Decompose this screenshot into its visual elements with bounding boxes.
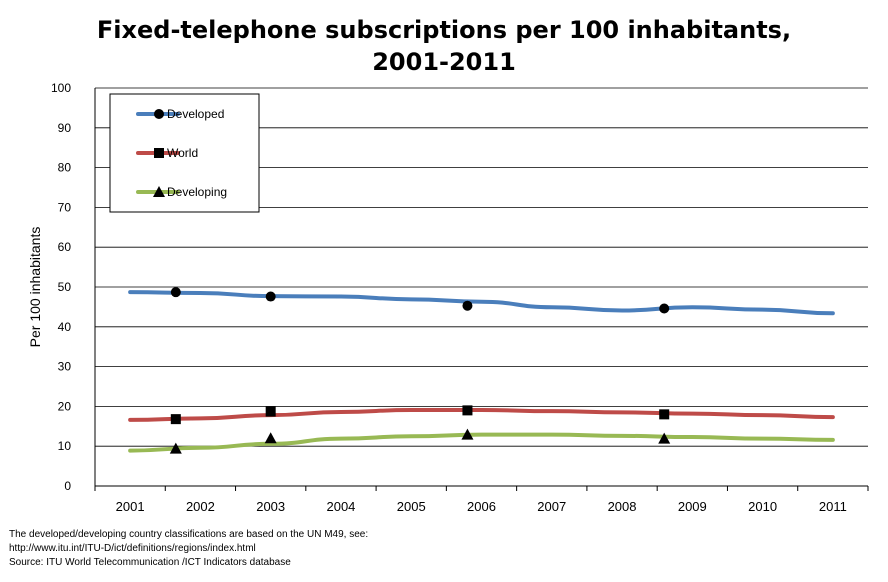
x-tick-label: 2002: [186, 499, 215, 514]
y-tick-label: 0: [64, 479, 71, 493]
y-tick-label: 90: [58, 121, 72, 135]
x-tick-label: 2007: [537, 499, 566, 514]
y-tick-label: 60: [58, 240, 72, 254]
y-axis-label: Per 100 inhabitants: [27, 227, 43, 348]
y-tick-label: 70: [58, 200, 72, 214]
x-tick-label: 2001: [116, 499, 145, 514]
legend-marker-developing: [153, 186, 165, 197]
source-note: Source: ITU World Telecommunication /ICT…: [9, 557, 291, 568]
x-tick-label: 2011: [819, 499, 847, 514]
y-tick-label: 30: [58, 360, 72, 374]
axes: 0 10 20 30 40 50 60 70 80 90 100 2001 2002 2003 2004 20…: [51, 81, 869, 514]
legend-label-developing: Developing: [167, 185, 227, 199]
x-tick-label: 2009: [678, 499, 707, 514]
legend-marker-developed: [154, 109, 164, 119]
series-lines: [128, 287, 835, 454]
chart-title-line-2: 2001-2011: [372, 48, 516, 76]
legend-label-developed: Developed: [167, 107, 224, 121]
data-point-developing: [169, 442, 182, 454]
regions-link[interactable]: http://www.itu.int/ITU-D/ict/definitions…: [9, 543, 256, 554]
data-point-developing: [658, 432, 671, 444]
y-tick-label: 100: [51, 81, 71, 95]
data-point-developed: [659, 303, 670, 314]
x-tick-label: 2005: [397, 499, 426, 514]
data-point-world: [659, 409, 670, 420]
series-line-developing: [128, 432, 835, 453]
data-point-developing: [264, 432, 277, 444]
legend-box: [109, 93, 260, 213]
chart-title: Fixed-telephone subscriptions per 100 in…: [0, 14, 888, 78]
data-point-world: [170, 414, 181, 425]
data-point-developing: [461, 428, 474, 440]
y-tick-label: 80: [58, 161, 72, 175]
series-line-developed: [128, 290, 835, 316]
chart-title-line-1: Fixed-telephone subscriptions per 100 in…: [96, 16, 792, 44]
legend: Developed World Developing: [109, 93, 260, 213]
x-tick-label: 2003: [256, 499, 285, 514]
x-tick-label: 2008: [608, 499, 637, 514]
legend-marker-world: [154, 148, 164, 158]
classification-note: The developed/developing country classif…: [9, 529, 369, 540]
data-point-world: [265, 406, 276, 417]
y-tick-label: 20: [58, 399, 72, 413]
data-point-developed: [462, 300, 473, 311]
y-tick-label: 40: [58, 320, 72, 334]
y-tick-label: 50: [58, 280, 72, 294]
series-line-world: [128, 407, 835, 422]
data-point-developed: [170, 287, 181, 298]
chart-notes: The developed/developing country classif…: [9, 528, 368, 570]
data-point-developed: [265, 291, 276, 302]
x-tick-label: 2006: [467, 499, 496, 514]
y-tick-label: 10: [58, 439, 72, 453]
x-tick-label: 2010: [748, 499, 777, 514]
x-tick-label: 2004: [326, 499, 355, 514]
legend-label-world: World: [167, 146, 198, 160]
data-point-world: [462, 405, 473, 416]
